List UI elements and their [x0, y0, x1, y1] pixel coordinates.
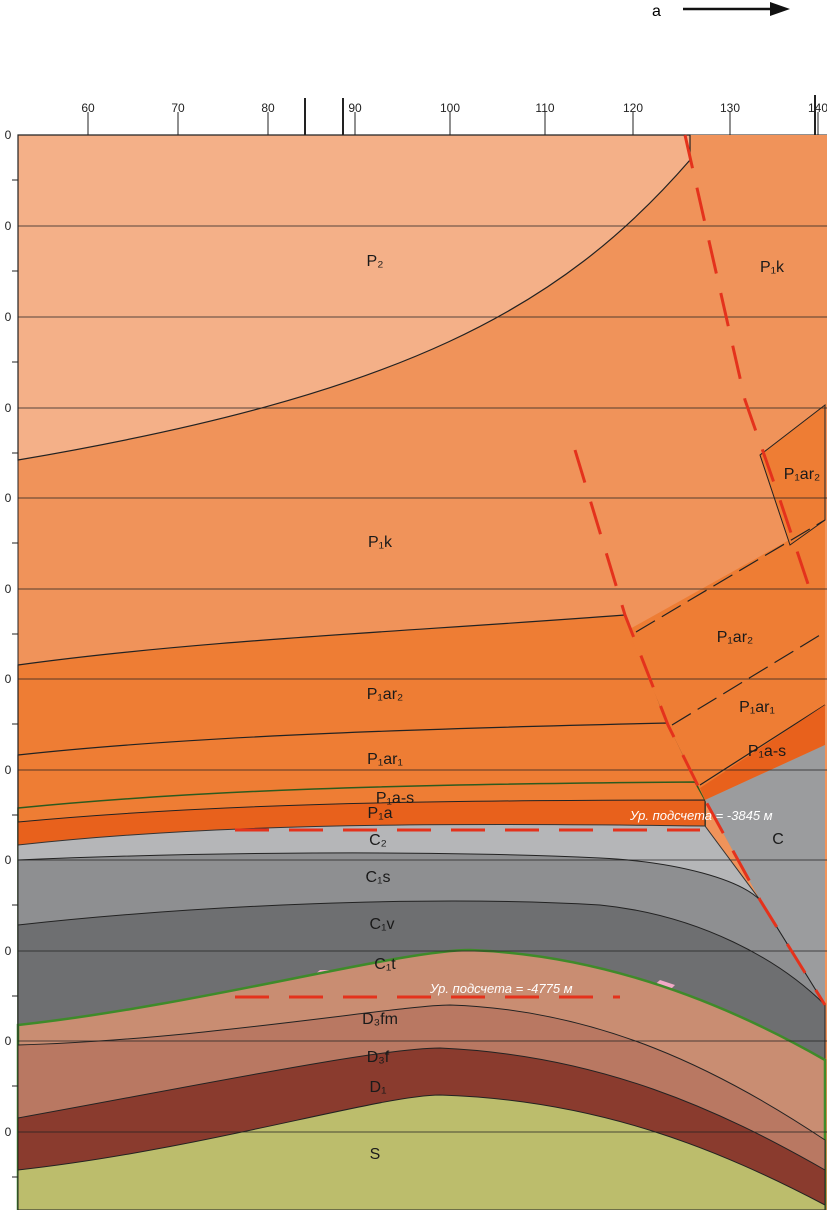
unit-label: C₁t — [374, 956, 396, 973]
layer-s — [17, 1094, 826, 1210]
unit-labels: P₂ P₁k P₁ar₂ P₁k P₁ar₂ P₁ar₂ P₁ar₁ P₁ar₁… — [362, 253, 820, 1163]
unit-label: P₁ar₁ — [739, 699, 775, 716]
ruler-label: 110 — [535, 101, 554, 115]
unit-label: P₁k — [760, 259, 785, 276]
layer-p2 — [17, 134, 691, 461]
ruler-label: 70 — [171, 101, 185, 115]
layer-p1as-right — [700, 705, 825, 800]
depth-label: 0 — [5, 672, 12, 686]
depth-label: 0 — [5, 763, 12, 777]
unit-label: S — [370, 1146, 381, 1163]
ruler-label: 80 — [261, 101, 275, 115]
depth-label: 0 — [5, 1034, 12, 1048]
layers — [16, 134, 827, 1210]
depth-label: 0 — [5, 582, 12, 596]
unit-label: P₁a — [368, 805, 393, 822]
ruler-label: 120 — [623, 101, 643, 115]
depth-label: 0 — [5, 401, 12, 415]
unit-label: P₂ — [367, 253, 384, 270]
level-label: Ур. подсчета = -4775 м — [429, 981, 573, 996]
direction-label: a — [652, 3, 661, 20]
depth-label: 0 — [5, 219, 12, 233]
unit-label: C₂ — [369, 832, 387, 849]
depth-label: 0 — [5, 1125, 12, 1139]
layer-c — [705, 745, 825, 1005]
unit-label: P₁ar₂ — [784, 466, 821, 483]
unit-label: D₃f — [367, 1049, 390, 1066]
unit-label: P₁a-s — [376, 790, 414, 807]
depth-label: 0 — [5, 310, 12, 324]
unit-label: C — [772, 831, 784, 848]
ruler-label: 130 — [720, 101, 740, 115]
fault — [573, 449, 827, 1006]
unit-label: P₁a-s — [748, 743, 786, 760]
unit-label: P₁ar₁ — [367, 751, 403, 768]
level-label: Ур. подсчета = -3845 м — [629, 808, 773, 823]
ruler-label: 90 — [348, 101, 362, 115]
unit-label: D₁ — [370, 1079, 387, 1096]
boundary — [699, 704, 826, 786]
depth-label: 0 — [5, 944, 12, 958]
fault — [683, 134, 812, 591]
ruler-label: 140 — [808, 101, 827, 115]
unit-label: P₁k — [368, 534, 393, 551]
unit-label: C₁s — [366, 869, 391, 886]
ruler-label: 60 — [81, 101, 95, 115]
unit-label: D₃fm — [362, 1011, 398, 1028]
depth-label: 0 — [5, 128, 12, 142]
unit-label: P₁ar₂ — [367, 686, 404, 703]
unit-label: C₁v — [370, 916, 395, 933]
top-ruler: 60 70 80 90 100 110 120 130 140 — [18, 95, 827, 136]
grid: 0 0 0 0 0 0 0 0 0 0 0 0 — [5, 128, 827, 1178]
depth-label: 0 — [5, 853, 12, 867]
ruler-label: 100 — [440, 101, 460, 115]
arrow-head — [770, 2, 790, 16]
unit-label: P₁ar₂ — [717, 629, 754, 646]
depth-label: 0 — [5, 491, 12, 505]
boundary — [635, 519, 826, 633]
